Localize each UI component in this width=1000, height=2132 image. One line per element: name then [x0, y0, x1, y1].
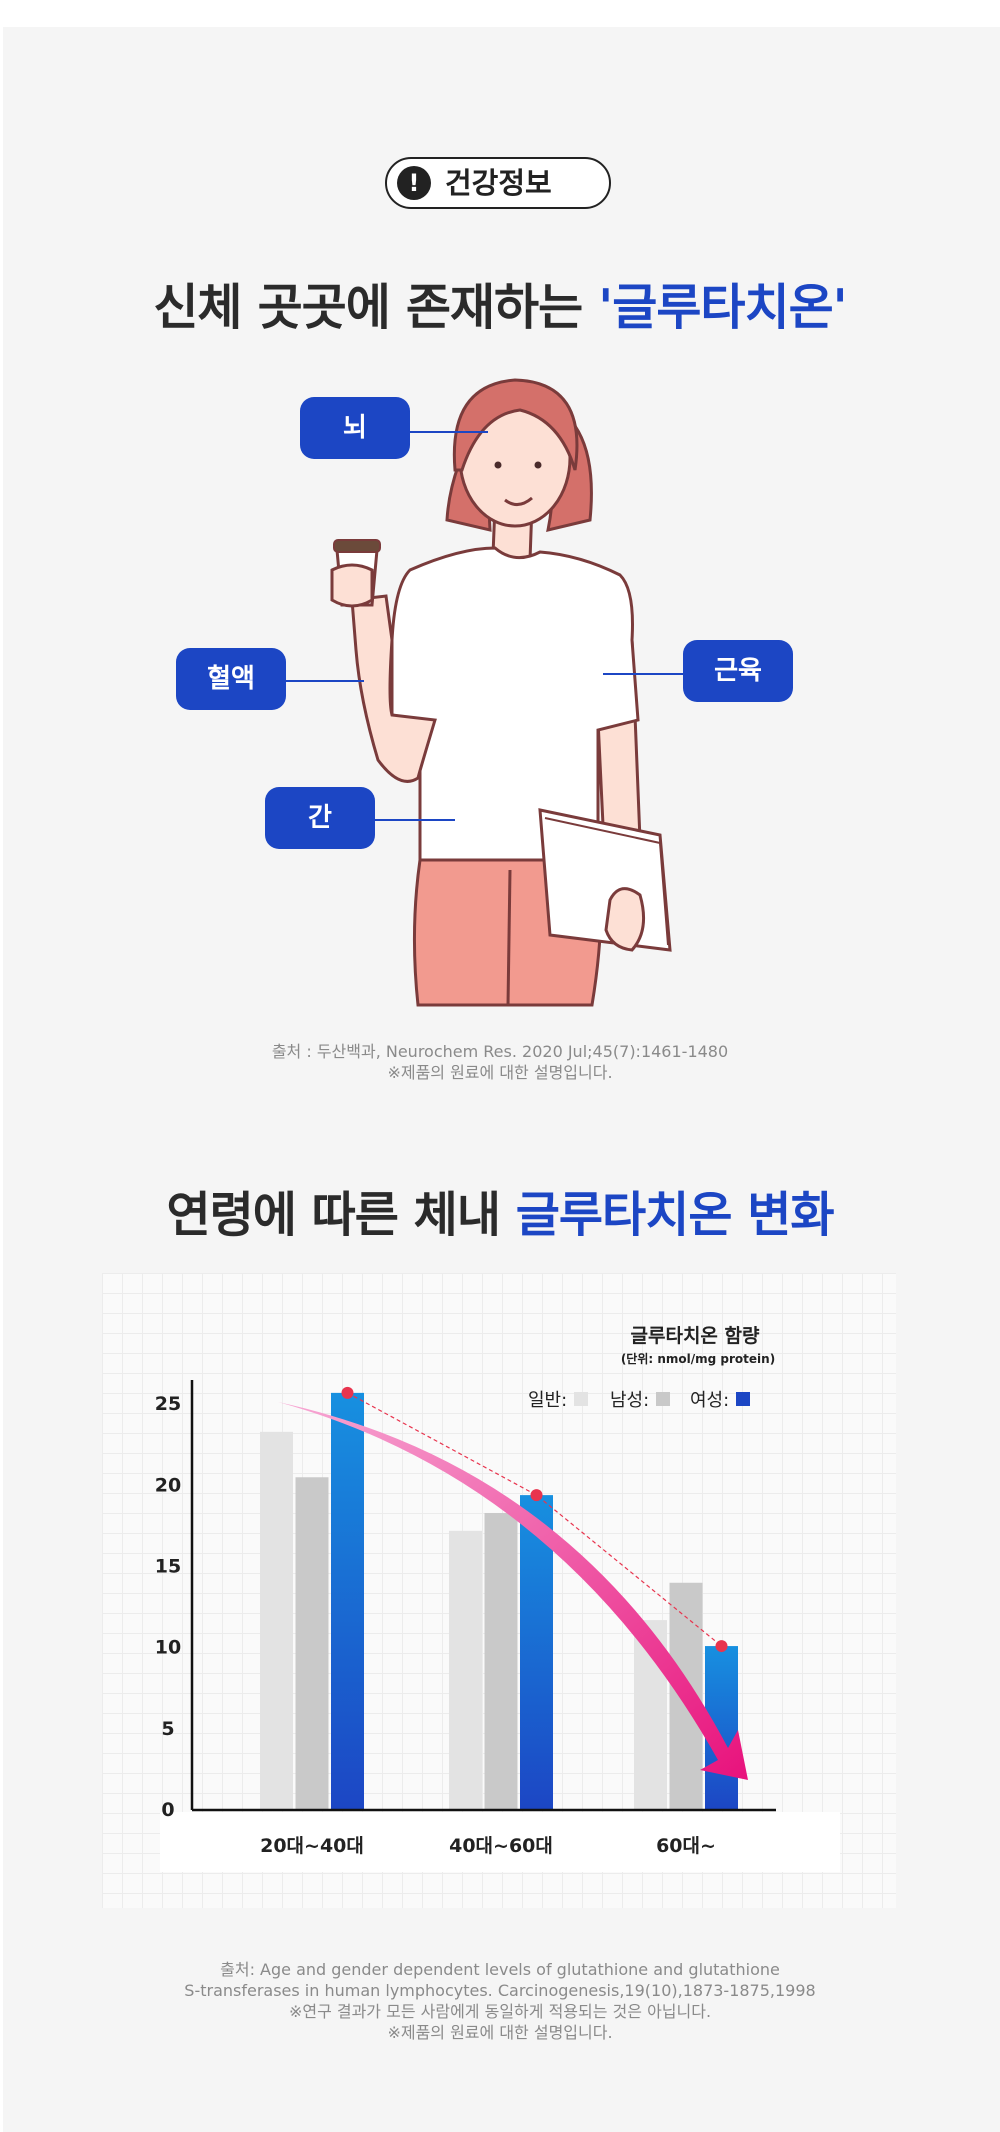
left-arm	[350, 594, 437, 783]
tag-blood: 혈액	[176, 648, 286, 710]
legend-swatch	[736, 1392, 750, 1406]
section-title-highlight: 글루타치온 변화	[515, 1187, 835, 1243]
chart-label-strip	[160, 1812, 840, 1872]
page-title: 신체 곳곳에 존재하는 '글루타치온'	[0, 268, 1000, 339]
legend-label: 일반:	[528, 1390, 567, 1411]
source-1-line2: ※제품의 원료에 대한 설명입니다.	[387, 1063, 613, 1082]
connector-liver	[375, 819, 455, 821]
bar-남성	[484, 1512, 518, 1810]
pants-seam	[506, 869, 512, 1006]
x-tick-label: 60대~	[656, 1835, 716, 1857]
bar-여성	[331, 1392, 364, 1810]
section-title-prefix: 연령에 따른 체내	[166, 1187, 516, 1243]
legend-swatch	[574, 1392, 588, 1406]
tag-muscle: 근육	[683, 640, 793, 702]
y-tick-label: 5	[161, 1718, 174, 1740]
left-hand	[330, 563, 374, 608]
y-tick-label: 10	[155, 1637, 181, 1659]
legend-label: 남성:	[610, 1390, 649, 1411]
source-1-line1: 출처 : 두산백과, Neurochem Res. 2020 Jul;45(7)…	[271, 1042, 729, 1061]
exclamation-icon: !	[397, 166, 431, 200]
connector-blood	[286, 680, 364, 682]
cup-lid	[333, 539, 381, 553]
tag-brain: 뇌	[300, 397, 410, 459]
connector-muscle	[603, 673, 683, 675]
series-marker	[715, 1640, 728, 1653]
tablet-edge	[544, 817, 669, 946]
series-marker	[341, 1386, 354, 1399]
right-eye	[534, 461, 542, 469]
connector-brain	[410, 431, 488, 433]
tag-liver: 간	[265, 787, 375, 849]
legend-label: 여성:	[690, 1390, 729, 1411]
bar-남성	[295, 1477, 329, 1810]
right-hand	[604, 887, 646, 952]
hair-top	[452, 378, 579, 472]
source-citation-2: 출처: Age and gender dependent levels of g…	[0, 1959, 1000, 2043]
y-tick-label: 0	[161, 1799, 174, 1821]
mouth	[504, 496, 533, 506]
x-tick-label: 20대~40대	[260, 1835, 364, 1857]
badge-label: 건강정보	[445, 166, 552, 200]
y-tick-label: 15	[155, 1556, 181, 1578]
y-tick-label: 20	[155, 1474, 181, 1496]
source-2-line1: 출처: Age and gender dependent levels of g…	[220, 1960, 780, 1979]
y-tick-label: 25	[155, 1393, 181, 1415]
bar-일반	[260, 1431, 293, 1810]
x-tick-label: 40대~60대	[449, 1835, 553, 1857]
health-info-badge: ! 건강정보	[385, 157, 611, 209]
source-2-line2: S-transferases in human lymphocytes. Car…	[184, 1981, 816, 2000]
trend-dashed-line	[347, 1392, 722, 1647]
source-2-line3: ※연구 결과가 모든 사람에게 동일하게 적용되는 것은 아닙니다.	[288, 2002, 712, 2021]
source-citation-1: 출처 : 두산백과, Neurochem Res. 2020 Jul;45(7)…	[0, 1041, 1000, 1083]
chart-title: 글루타치온 함량	[631, 1325, 760, 1347]
woman-illustration	[330, 378, 672, 1007]
section-title: 연령에 따른 체내 글루타치온 변화	[0, 1175, 1000, 1245]
title-prefix: 신체 곳곳에 존재하는	[153, 279, 599, 336]
legend-swatch	[656, 1392, 670, 1406]
series-marker	[530, 1489, 543, 1502]
bar-일반	[449, 1530, 482, 1810]
title-highlight: '글루타치온'	[598, 279, 847, 336]
left-eye	[494, 461, 502, 469]
source-2-line4: ※제품의 원료에 대한 설명입니다.	[387, 2023, 613, 2042]
bar-여성	[520, 1495, 553, 1810]
chart-subtitle: (단위: nmol/mg protein)	[621, 1351, 775, 1366]
